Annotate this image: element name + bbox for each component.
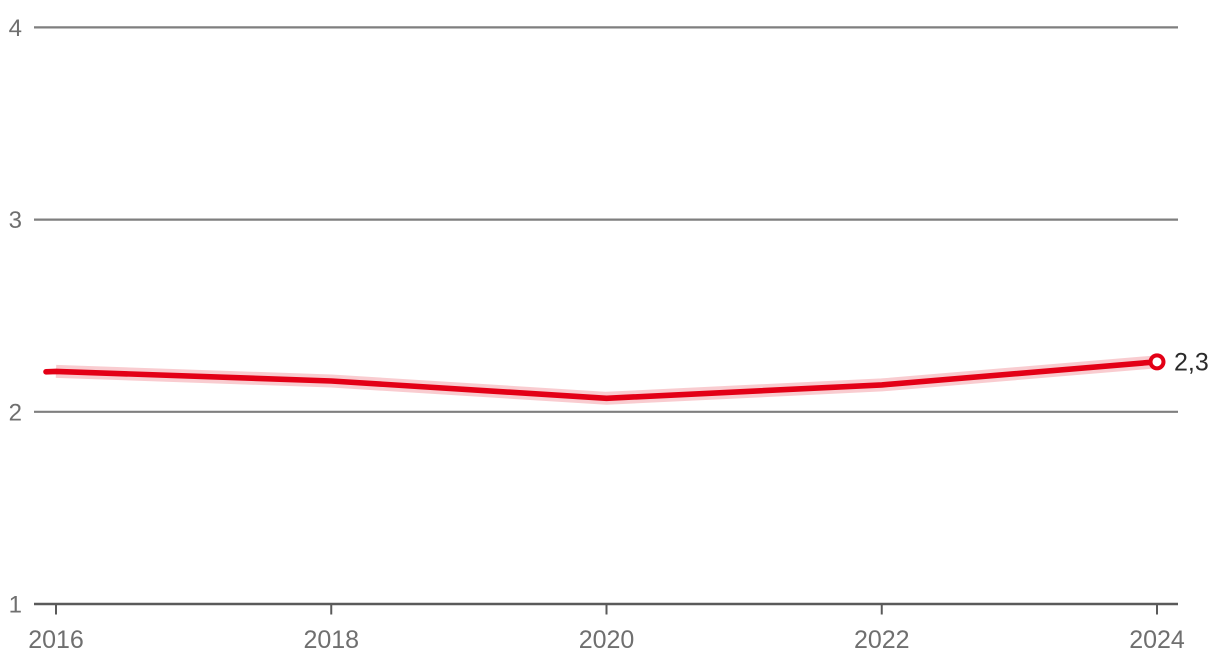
- confidence-band: [55, 355, 1158, 405]
- x-tick-label-2016: 2016: [28, 626, 84, 654]
- series-line: [43, 358, 1160, 402]
- x-tick-label-2022: 2022: [854, 626, 910, 654]
- y-tick-label-3: 3: [9, 207, 22, 234]
- y-tick-label-4: 4: [9, 15, 22, 42]
- y-tick-label-2: 2: [9, 399, 22, 426]
- end-value-label: 2,3: [1174, 348, 1209, 376]
- end-point-marker: [1148, 353, 1166, 371]
- x-tick-label-2018: 2018: [303, 626, 359, 654]
- x-tick-label-2024: 2024: [1129, 626, 1185, 654]
- y-tick-label-1: 1: [9, 592, 22, 619]
- x-tick-label-2020: 2020: [579, 626, 635, 654]
